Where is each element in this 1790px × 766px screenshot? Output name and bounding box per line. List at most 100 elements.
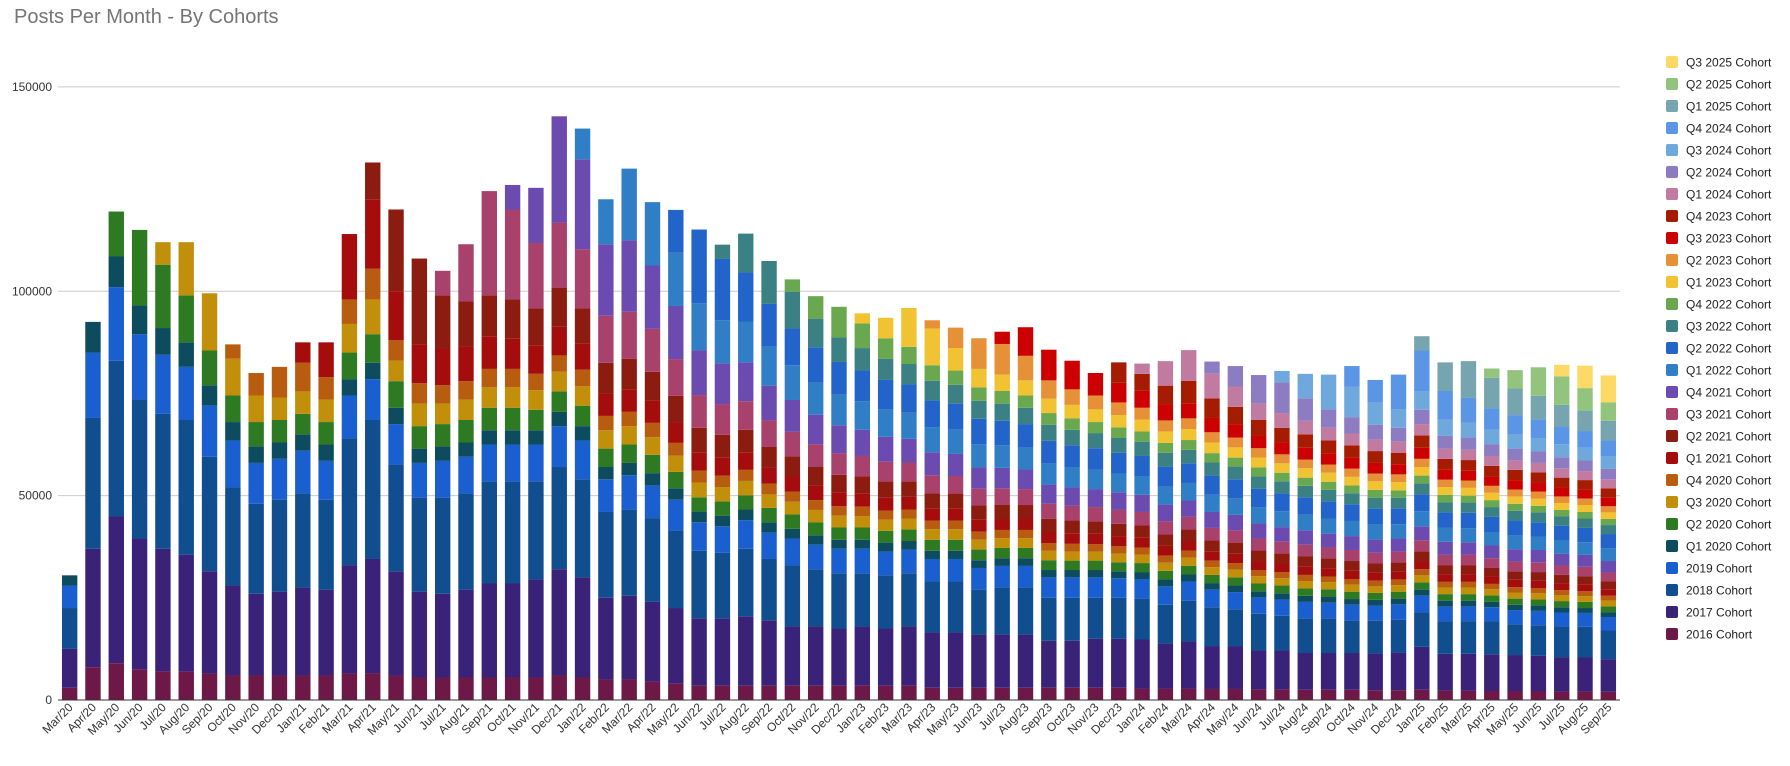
- bar-segment: [1344, 520, 1360, 537]
- bar-segment: [178, 671, 194, 700]
- bar-segment: [1017, 547, 1034, 559]
- bar-segment: [1554, 590, 1570, 596]
- bar-segment: [1507, 655, 1523, 692]
- bar-segment: [1250, 476, 1267, 489]
- bar-segment: [691, 303, 707, 351]
- bar-segment: [1344, 445, 1360, 458]
- bar-segment: [1577, 489, 1593, 499]
- bar-segment: [341, 299, 358, 324]
- bar-segment: [1484, 691, 1500, 700]
- bar-segment: [598, 393, 614, 416]
- bar-segment: [1017, 587, 1034, 635]
- bar-segment: [1577, 612, 1593, 627]
- bar-segment: [924, 539, 940, 551]
- bar-segment: [1344, 604, 1360, 621]
- bar-segment: [504, 444, 521, 482]
- bar-segment: [155, 548, 171, 672]
- bar-segment: [528, 677, 544, 700]
- bar-segment: [1484, 583, 1500, 590]
- bar-segment: [784, 685, 801, 700]
- legend-swatch: [1666, 518, 1678, 530]
- bar-segment: [504, 209, 521, 300]
- bar-segment: [1064, 543, 1080, 552]
- bar-segment: [1181, 418, 1197, 429]
- bar-segment: [1087, 409, 1104, 423]
- bar-segment: [1414, 551, 1430, 562]
- bar-segment: [1064, 429, 1080, 446]
- bar-segment: [504, 481, 521, 584]
- bar-segment: [738, 401, 754, 430]
- bar-segment: [201, 571, 218, 674]
- bar-segment: [1484, 465, 1500, 477]
- bar-segment: [178, 242, 194, 296]
- bar-segment: [691, 497, 707, 512]
- legend-label: Q3 2020 Cohort: [1686, 496, 1772, 510]
- bar-segment: [1600, 561, 1617, 573]
- bar-segment: [1530, 498, 1547, 506]
- bar-segment: [248, 395, 264, 423]
- bar-segment: [1390, 598, 1407, 605]
- bar-segment: [1460, 397, 1477, 423]
- bar-segment: [1227, 437, 1244, 448]
- bar-segment: [1554, 502, 1570, 510]
- bar-segment: [1087, 560, 1104, 571]
- bar-segment: [994, 538, 1010, 548]
- bar-segment: [388, 360, 404, 382]
- bar-segment: [644, 518, 661, 602]
- bar-segment: [807, 569, 824, 627]
- bar-segment: [1600, 600, 1617, 607]
- bar-segment: [854, 626, 871, 686]
- bar-segment: [1414, 511, 1430, 527]
- bar-segment: [1017, 687, 1034, 700]
- bar-segment: [714, 320, 731, 364]
- legend-swatch: [1666, 386, 1678, 398]
- bar-segment: [1274, 599, 1290, 616]
- bar-segment: [1274, 593, 1290, 600]
- legend: Q3 2025 Cohort Q2 2025 Cohort Q1 2025 Coho…: [1666, 56, 1772, 642]
- bar-segment: [1344, 584, 1360, 592]
- bar-segment: [458, 677, 474, 700]
- bar-segment: [668, 395, 684, 423]
- bar-segment: [61, 575, 78, 586]
- bar-segment: [1204, 417, 1220, 433]
- bar-segment: [1250, 435, 1267, 449]
- bar-segment: [1041, 640, 1057, 688]
- bar-segment: [178, 342, 194, 367]
- bar-segment: [1250, 538, 1267, 551]
- bar-segment: [831, 492, 847, 507]
- bar-segment: [1134, 537, 1150, 548]
- bar-segment: [1041, 532, 1057, 544]
- bar-segment: [1554, 457, 1570, 469]
- bar-segment: [1204, 361, 1220, 374]
- bar-segment: [1600, 488, 1617, 498]
- bar-segment: [854, 429, 871, 456]
- bar-segment: [947, 476, 964, 494]
- bar-segment: [1297, 544, 1313, 557]
- bar-segment: [901, 346, 917, 365]
- bar-segment: [1111, 638, 1127, 688]
- bar-segment: [1227, 406, 1244, 425]
- bar-segment: [994, 547, 1010, 559]
- bar-segment: [1554, 468, 1570, 478]
- bar-segment: [271, 442, 288, 459]
- bar-segment: [854, 323, 871, 349]
- bar-segment: [434, 270, 451, 296]
- bar-segment: [481, 583, 497, 678]
- legend-label: Q4 2021 Cohort: [1686, 386, 1772, 400]
- bar-segment: [108, 663, 124, 700]
- bar-segment: [1390, 524, 1407, 539]
- legend-swatch: [1666, 496, 1678, 508]
- bar-segment: [1600, 512, 1617, 519]
- chart-title: Posts Per Month - By Cohorts: [14, 6, 279, 28]
- bar-segment: [1087, 597, 1104, 639]
- bar-segment: [365, 199, 381, 269]
- bar-segment: [131, 538, 148, 670]
- bar-segment: [971, 560, 987, 568]
- bar-segment: [1367, 481, 1383, 490]
- bar-segment: [1087, 373, 1104, 396]
- bar-segment: [761, 385, 777, 421]
- legend-swatch: [1666, 562, 1678, 574]
- bar-segment: [341, 323, 358, 353]
- bar-segment: [1437, 574, 1453, 582]
- bar-segment: [1577, 365, 1593, 389]
